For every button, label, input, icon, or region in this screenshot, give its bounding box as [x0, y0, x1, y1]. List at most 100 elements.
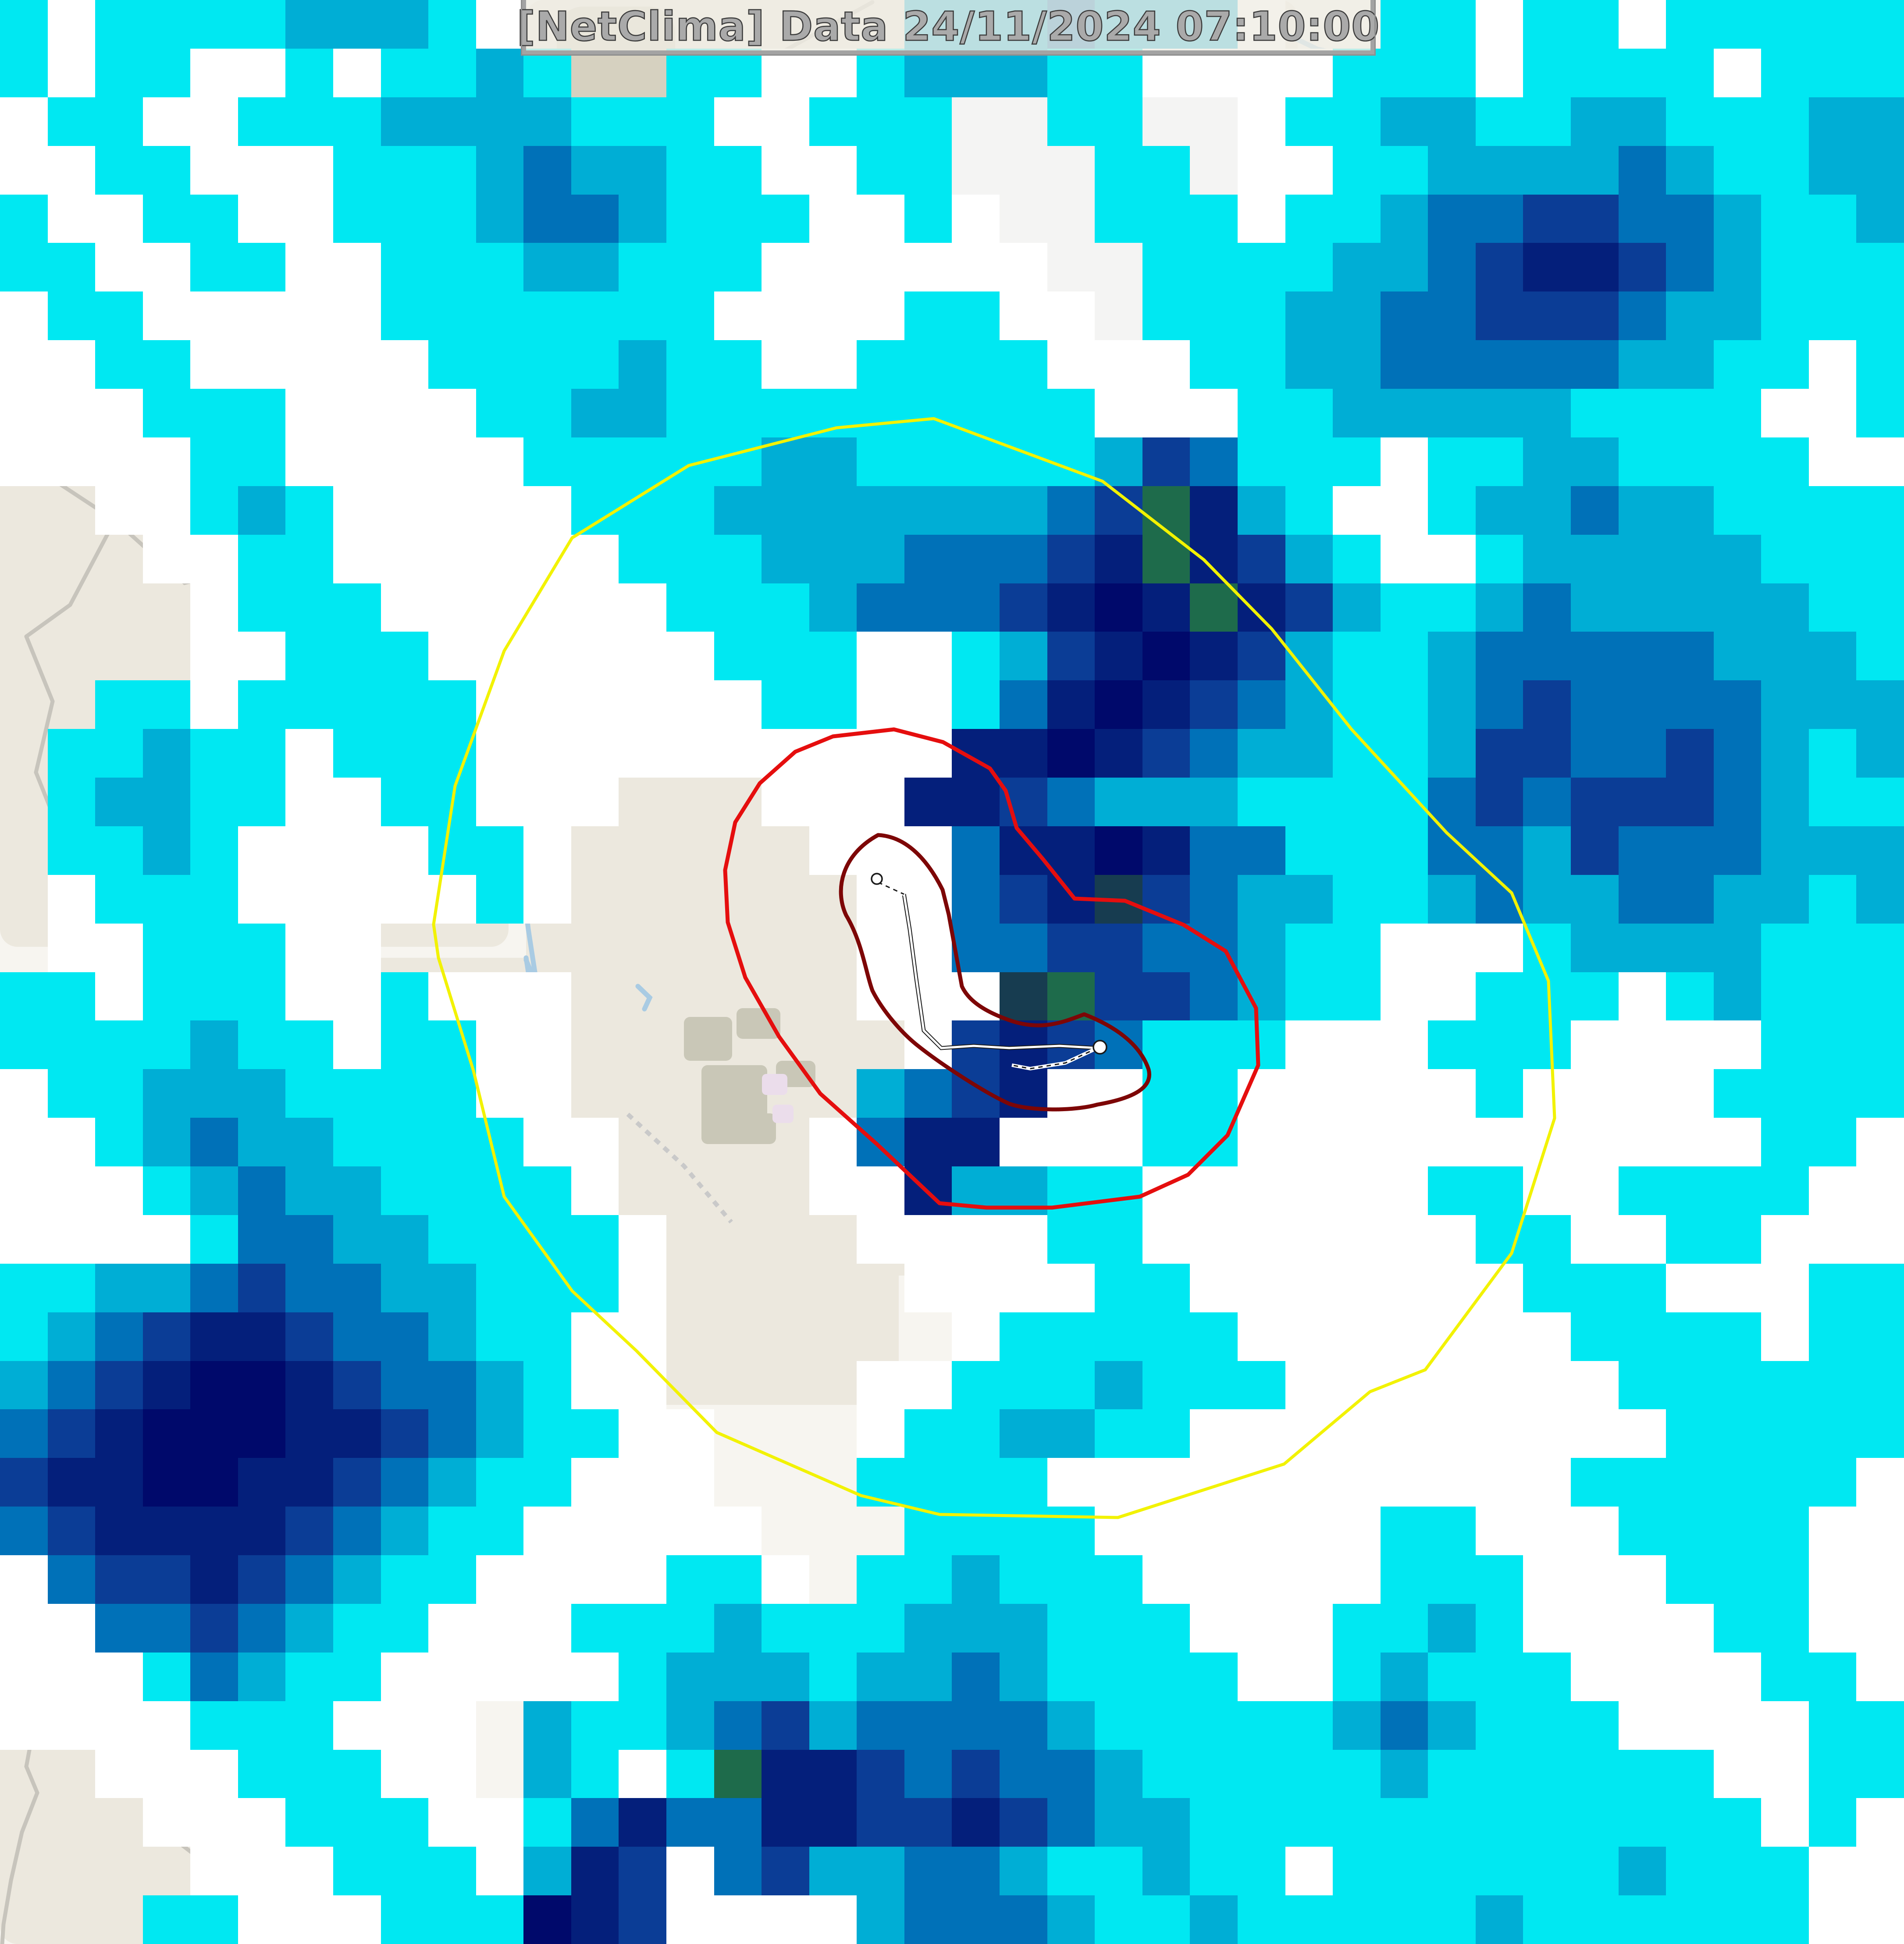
- radar-cell: [857, 1555, 904, 1604]
- radar-cell: [142, 1263, 191, 1312]
- radar-cell: [1761, 243, 1809, 292]
- radar-cell: [1856, 923, 1904, 972]
- radar-cell: [238, 486, 286, 535]
- radar-cell: [1856, 874, 1904, 924]
- radar-cell: [0, 1020, 48, 1070]
- radar-cell: [857, 389, 904, 437]
- radar-cell: [1856, 1652, 1904, 1701]
- radar-cell: [381, 1895, 429, 1944]
- radar-cell: [142, 0, 191, 49]
- radar-cell: [1618, 291, 1666, 341]
- radar-cell: [1190, 1847, 1238, 1896]
- radar-cell: [1333, 291, 1381, 341]
- radar-cell: [1666, 1263, 1714, 1312]
- radar-cell: [666, 48, 714, 97]
- radar-cell: [1333, 972, 1381, 1021]
- radar-cell: [95, 1312, 143, 1361]
- radar-cell: [142, 243, 191, 292]
- radar-cell: [1333, 194, 1381, 243]
- radar-cell: [476, 1798, 524, 1847]
- radar-cell: [428, 680, 476, 729]
- radar-cell: [1333, 1458, 1381, 1507]
- radar-cell: [238, 1118, 286, 1166]
- radar-cell: [666, 729, 714, 778]
- radar-cell: [1523, 1507, 1571, 1555]
- radar-cell: [952, 583, 1000, 632]
- radar-cell: [1523, 583, 1571, 632]
- radar-cell: [190, 680, 238, 729]
- radar-cell: [285, 778, 334, 826]
- radar-cell: [1000, 340, 1047, 389]
- radar-cell: [1856, 389, 1904, 437]
- radar-cell: [809, 534, 857, 583]
- radar-cell: [1570, 437, 1619, 486]
- radar-cell: [428, 1020, 476, 1070]
- radar-cell: [1475, 923, 1523, 972]
- radar-cell: [1713, 1555, 1762, 1604]
- radar-cell: [619, 729, 667, 778]
- radar-cell: [1761, 583, 1809, 632]
- radar-cell: [619, 1312, 667, 1361]
- radar-cell: [523, 1118, 571, 1166]
- radar-cell: [142, 778, 191, 826]
- radar-cell: [571, 1458, 619, 1507]
- radar-cell: [1618, 680, 1666, 729]
- radar-cell: [285, 48, 334, 97]
- radar-cell: [904, 146, 952, 195]
- radar-cell: [1808, 583, 1857, 632]
- radar-cell: [333, 1020, 381, 1070]
- radar-cell: [1428, 1020, 1476, 1070]
- radar-cell: [1237, 1895, 1285, 1944]
- radar-cell: [1523, 1263, 1571, 1312]
- radar-cell: [95, 1020, 143, 1070]
- radar-cell: [1333, 1507, 1381, 1555]
- radar-cell: [1761, 146, 1809, 195]
- radar-cell: [95, 874, 143, 924]
- radar-cell: [1808, 1069, 1857, 1118]
- radar-cell: [142, 146, 191, 195]
- radar-cell: [1142, 1555, 1190, 1604]
- radar-cell: [1380, 1020, 1428, 1070]
- radar-cell: [619, 1603, 667, 1653]
- radar-cell: [1808, 1652, 1857, 1701]
- radar-cell: [762, 534, 809, 583]
- radar-cell: [1190, 1312, 1238, 1361]
- radar-cell: [666, 486, 714, 535]
- radar-cell: [619, 534, 667, 583]
- radar-cell: [428, 0, 476, 49]
- radar-cell: [904, 1555, 952, 1604]
- radar-cell: [285, 826, 334, 875]
- radar-cell: [1713, 972, 1762, 1021]
- radar-cell: [142, 1555, 191, 1604]
- radar-cell: [1570, 486, 1619, 535]
- radar-cell: [1856, 194, 1904, 243]
- radar-cell: [1095, 389, 1142, 437]
- radar-cell: [1666, 291, 1714, 341]
- radar-cell: [714, 1701, 762, 1750]
- radar-cell: [1713, 0, 1762, 49]
- radar-cell: [1047, 340, 1095, 389]
- radar-cell: [762, 729, 809, 778]
- radar-cell: [1095, 1847, 1142, 1896]
- storm-track-markers: [871, 873, 1107, 1055]
- radar-cell: [762, 1847, 809, 1896]
- radar-cell: [381, 1215, 429, 1264]
- radar-cell: [904, 972, 952, 1021]
- radar-cell: [1475, 583, 1523, 632]
- radar-cell: [1190, 291, 1238, 341]
- radar-cell: [0, 1603, 48, 1653]
- radar-cell: [1475, 1166, 1523, 1215]
- radar-cell: [1190, 437, 1238, 486]
- radar-cell: [238, 583, 286, 632]
- radar-cell: [190, 1507, 238, 1555]
- radar-cell: [523, 1458, 571, 1507]
- radar-cell: [857, 778, 904, 826]
- radar-cell: [904, 778, 952, 826]
- radar-cell: [904, 1749, 952, 1798]
- radar-cell: [904, 1263, 952, 1312]
- radar-cell: [476, 1652, 524, 1701]
- radar-cell: [95, 1118, 143, 1166]
- radar-cell: [381, 534, 429, 583]
- radar-cell: [904, 48, 952, 97]
